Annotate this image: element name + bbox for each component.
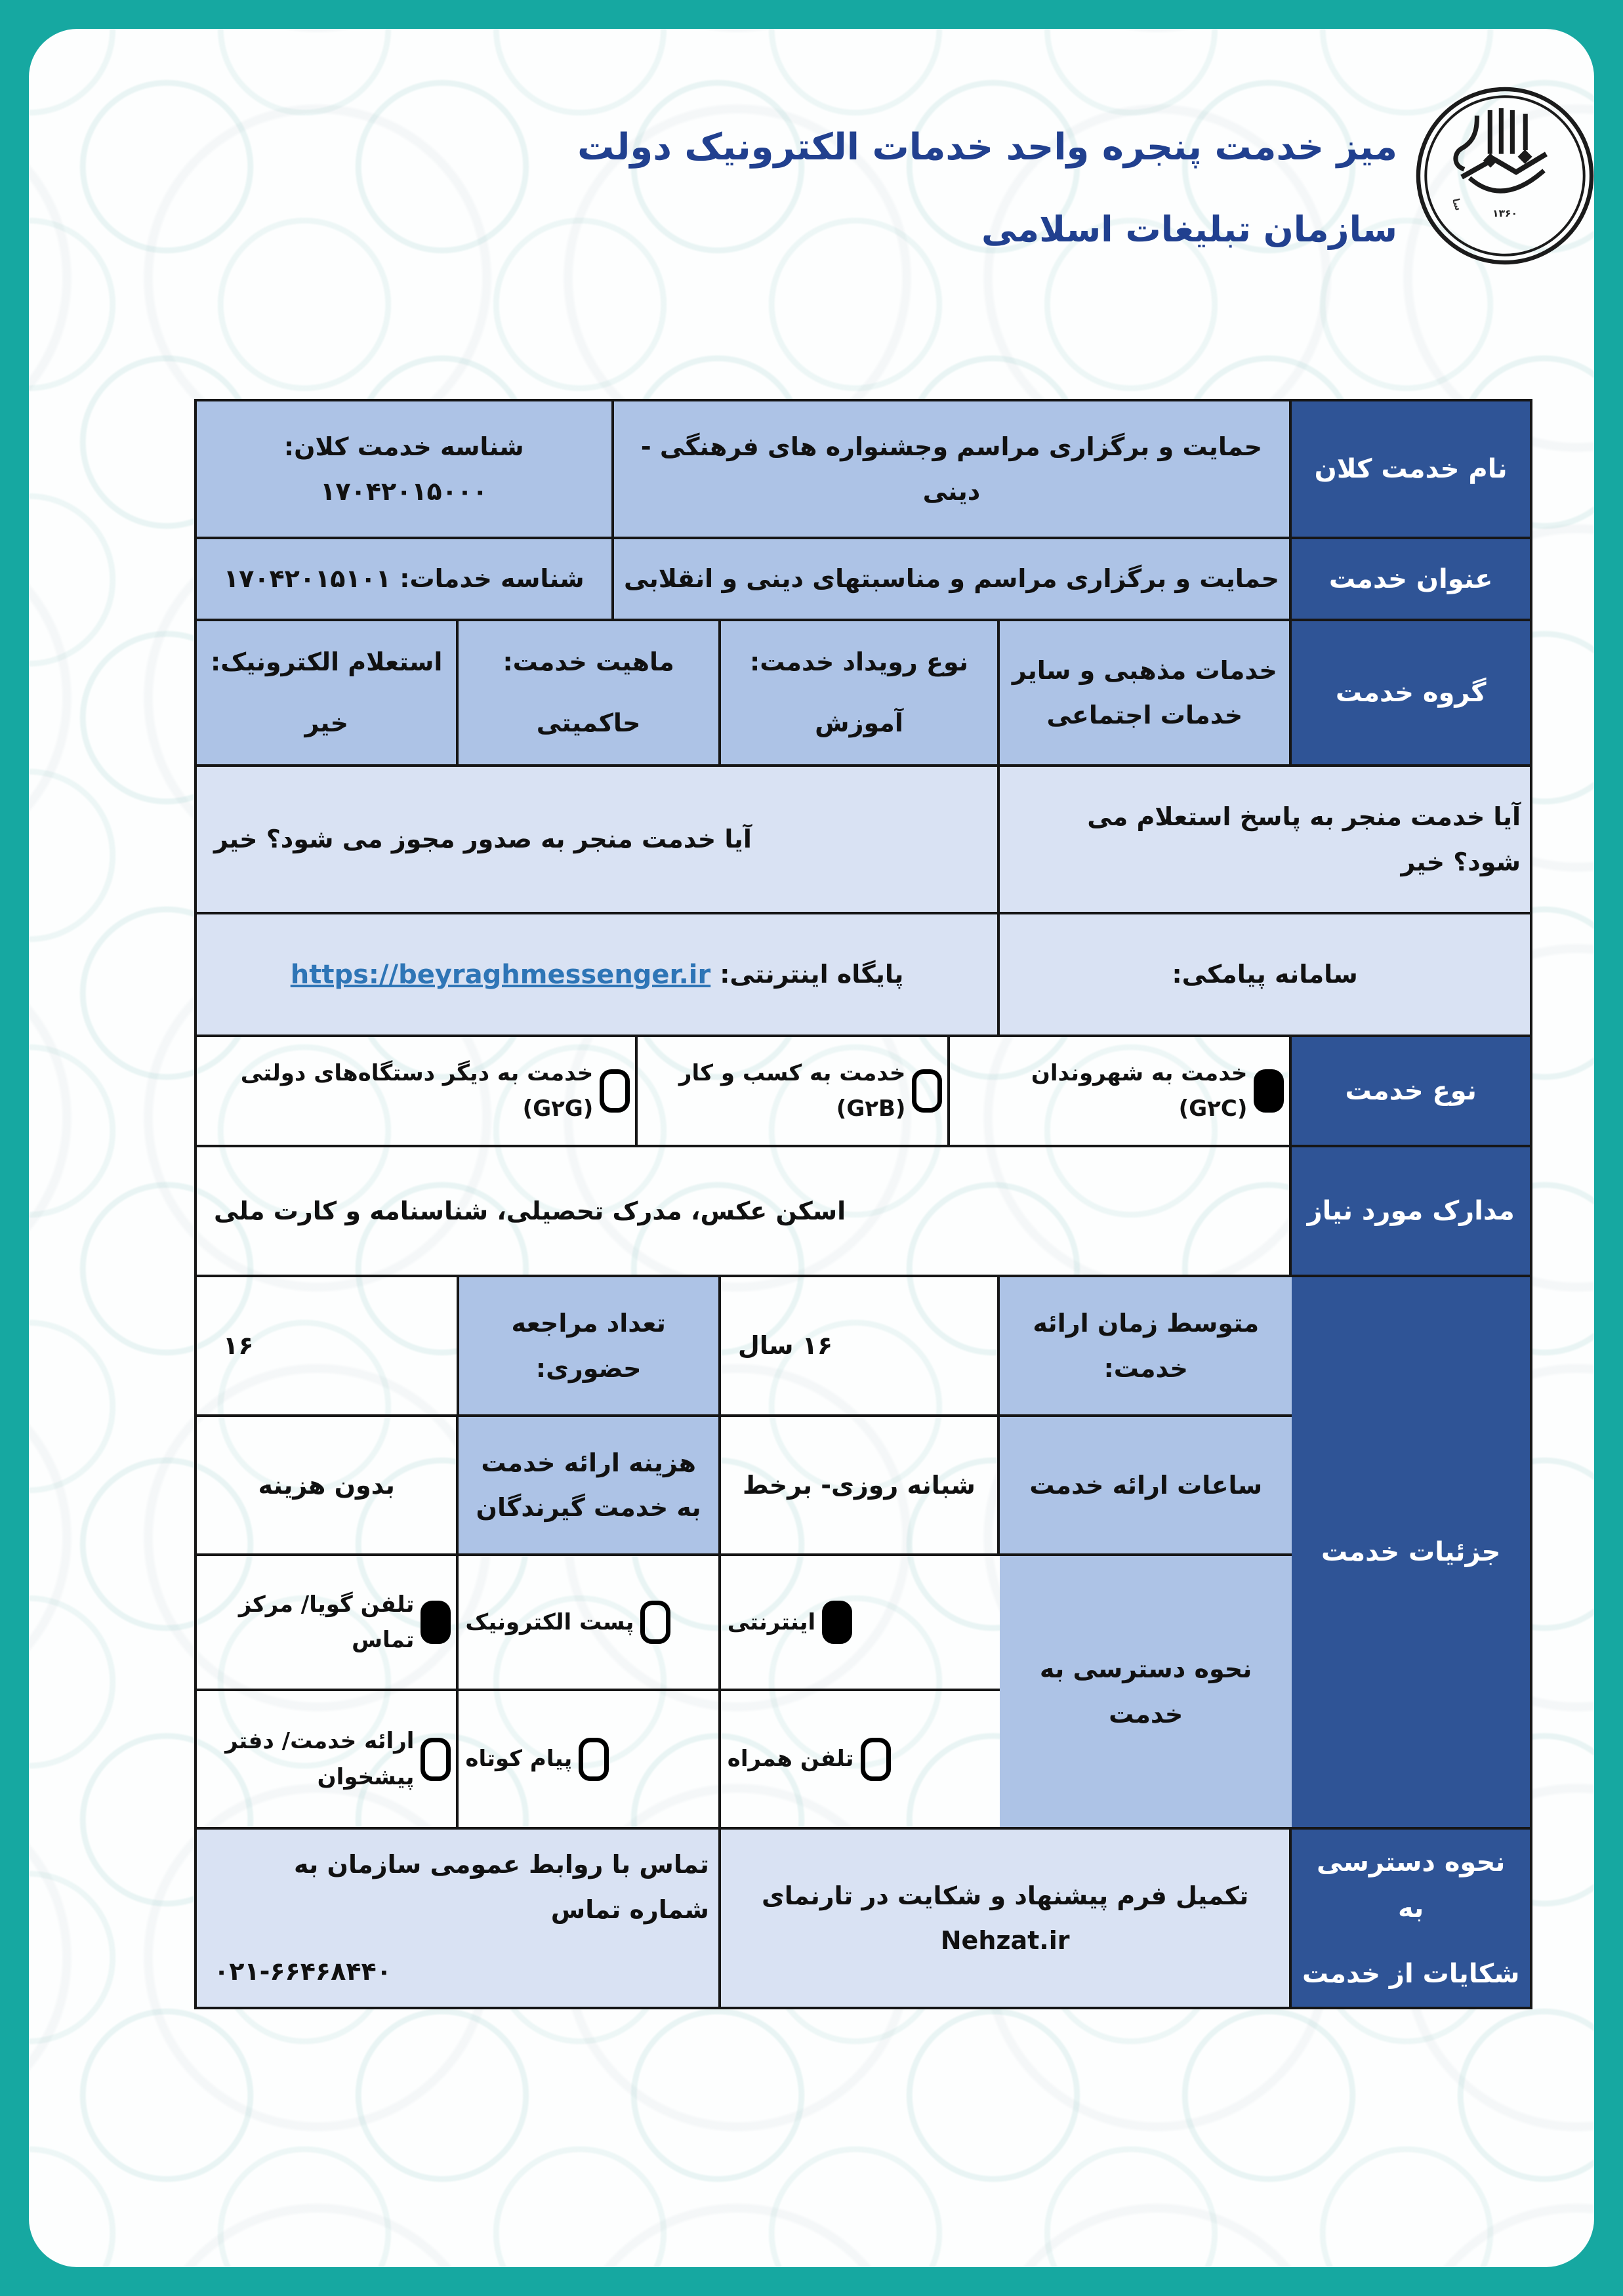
visits-label: تعداد مراجعه حضوری: (459, 1277, 721, 1414)
service-title-id: شناسه خدمات: ۱۷۰۴۲۰۱۵۱۰۱ (196, 539, 614, 619)
documents-value: اسکن عکس، مدرک تحصیلی، شناسنامه و کارت م… (197, 1147, 1292, 1275)
details-row-time: متوسط زمان ارائه خدمت: ۱۶ سال تعداد مراج… (197, 1277, 1292, 1417)
access-option-internet: اینترنتی (721, 1556, 1000, 1689)
service-title-name: حمایت و برگزاری مراسم و مناسبتهای دینی و… (613, 539, 1292, 619)
service-nature-value: حاکمیتی (536, 708, 641, 737)
organization-name: سازمان تبلیغات اسلامی (981, 209, 1398, 250)
service-title-header: عنوان خدمت (1292, 539, 1530, 619)
service-type-option-g2c: خدمت به شهروندان (G۲C) (950, 1037, 1292, 1145)
service-event-value: آموزش (815, 708, 903, 737)
complaints-phone-cell: تماس با روابط عمومی سازمان به شماره تماس… (197, 1830, 721, 2007)
macro-service-id: شناسه خدمت کلان: ۱۷۰۴۲۰۱۵۰۰۰ (196, 401, 614, 537)
sms-checkbox[interactable] (579, 1737, 609, 1781)
inquiry-question: آیا خدمت منجر به پاسخ استعلام می شود؟ خی… (1000, 767, 1530, 912)
email-checkbox[interactable] (640, 1601, 671, 1644)
ivr-checkbox[interactable] (421, 1601, 451, 1644)
row-details: جزئیات خدمت متوسط زمان ارائه خدمت: ۱۶ سا… (197, 1277, 1530, 1830)
hours-value: شبانه روزی- برخط (721, 1417, 1000, 1553)
hours-label: ساعات ارائه خدمت (1000, 1417, 1292, 1553)
details-row-access: نحوه دسترسی به خدمت اینترنتی پست الکترون… (197, 1556, 1292, 1827)
mobile-checkbox[interactable] (860, 1737, 891, 1781)
license-question: آیا خدمت منجر به صدور مجوز می شود؟ خیر (197, 767, 1000, 912)
complaints-header-line1: نحوه دسترسی به (1317, 1847, 1506, 1923)
service-nature-cell: ماهیت خدمت: حاکمیتی (459, 621, 721, 764)
macro-service-header: نام خدمت کلان (1292, 401, 1530, 537)
sms-label: پیام کوتاه (465, 1746, 573, 1773)
g2g-checkbox[interactable] (600, 1069, 630, 1113)
access-label: نحوه دسترسی به خدمت (1000, 1556, 1292, 1827)
access-option-sms: پیام کوتاه (459, 1691, 721, 1827)
avg-time-label: متوسط زمان ارائه خدمت: (1000, 1277, 1292, 1414)
complaints-phone-number: ۰۲۱-۶۶۴۶۸۴۴۰ (214, 1957, 392, 1986)
website-cell: پایگاه اینترنتی: https://beyraghmessenge… (197, 914, 1000, 1035)
row-documents: مدارک مورد نیاز اسکن عکس، مدرک تحصیلی، ش… (197, 1147, 1530, 1277)
row-channels: سامانه پیامکی: پایگاه اینترنتی: https://… (197, 914, 1530, 1037)
g2c-checkbox[interactable] (1254, 1069, 1284, 1113)
complaints-header-line2: شکایات از خدمت (1302, 1959, 1520, 1989)
service-info-table: نام خدمت کلان حمایت و برگزاری مراسم وجشن… (194, 399, 1532, 2009)
row-service-type: نوع خدمت خدمت به شهروندان (G۲C) خدمت به … (197, 1037, 1530, 1147)
logo-year: ۱۳۶۰ (1492, 207, 1517, 219)
mobile-label: تلفن همراه (727, 1746, 854, 1773)
access-option-mobile: تلفن همراه (721, 1691, 1000, 1827)
internet-label: اینترنتی (727, 1609, 816, 1635)
website-label: پایگاه اینترنتی: (720, 960, 904, 989)
ivr-label: تلفن گویا/ مرکز تماس (238, 1591, 415, 1653)
service-event-cell: نوع رویداد خدمت: آموزش (720, 621, 1000, 764)
access-option-ivr: تلفن گویا/ مرکز تماس (197, 1556, 459, 1689)
cost-value: بدون هزینه (197, 1417, 459, 1553)
service-group-category: خدمات مذهبی و سایر خدمات اجتماعی (1000, 621, 1292, 764)
details-row-hours: ساعات ارائه خدمت شبانه روزی- برخط هزینه … (197, 1417, 1292, 1556)
service-nature-label: ماهیت خدمت: (503, 647, 674, 676)
row-service-title: عنوان خدمت حمایت و برگزاری مراسم و مناسب… (196, 539, 1530, 621)
g2c-label: خدمت به شهروندان (G۲C) (1031, 1059, 1248, 1122)
complaints-header: نحوه دسترسی به شکایات از خدمت (1292, 1830, 1530, 2007)
service-type-option-g2b: خدمت به کسب و کار (G۲B) (638, 1037, 951, 1145)
details-header: جزئیات خدمت (1292, 1277, 1530, 1827)
email-label: پست الکترونیک (465, 1609, 634, 1635)
macro-service-name: حمایت و برگزاری مراسم وجشنواره های فرهنگ… (613, 401, 1292, 537)
complaints-phone-text: تماس با روابط عمومی سازمان به شماره تماس (293, 1850, 709, 1924)
electronic-inquiry-cell: استعلام الکترونیک: خیر (196, 621, 459, 764)
details-subtable: متوسط زمان ارائه خدمت: ۱۶ سال تعداد مراج… (197, 1277, 1292, 1827)
row-macro-service: نام خدمت کلان حمایت و برگزاری مراسم وجشن… (196, 401, 1530, 539)
complaints-online: تکمیل فرم پیشنهاد و شکایت در تارنمای Neh… (720, 1830, 1292, 2007)
documents-header: مدارک مورد نیاز (1292, 1147, 1530, 1275)
avg-time-value: ۱۶ سال (721, 1277, 1000, 1414)
g2b-checkbox[interactable] (912, 1069, 943, 1113)
page-title: میز خدمت پنجره واحد خدمات الکترونیک دولت (577, 126, 1398, 169)
website-link[interactable]: https://beyraghmessenger.ir (290, 959, 711, 990)
row-questions: آیا خدمت منجر به پاسخ استعلام می شود؟ خی… (197, 767, 1530, 914)
internet-checkbox[interactable] (822, 1601, 853, 1644)
row-complaints: نحوه دسترسی به شکایات از خدمت تکمیل فرم … (197, 1830, 1530, 2007)
electronic-inquiry-value: خیر (304, 708, 348, 737)
visits-value: ۱۶ (197, 1277, 459, 1414)
g2g-label: خدمت به دیگر دستگاه‌های دولتی (G۲G) (240, 1059, 594, 1122)
service-event-label: نوع رویداد خدمت: (750, 647, 969, 676)
service-type-header: نوع خدمت (1292, 1037, 1530, 1145)
service-type-option-g2g: خدمت به دیگر دستگاه‌های دولتی (G۲G) (197, 1037, 638, 1145)
organization-logo: ۱۳۶۰ سازمان تبلیغات اسلامی (1407, 75, 1598, 269)
access-options-grid: اینترنتی پست الکترونیک تلفن گویا/ مرکز ت… (197, 1556, 1000, 1827)
sms-system-label: سامانه پیامکی: (1000, 914, 1530, 1035)
access-option-email: پست الکترونیک (459, 1556, 721, 1689)
counter-label: ارائه خدمت/ دفتر پیشخوان (225, 1728, 415, 1790)
electronic-inquiry-label: استعلام الکترونیک: (211, 647, 443, 676)
service-group-header: گروه خدمت (1292, 621, 1530, 764)
row-service-group: گروه خدمت خدمات مذهبی و سایر خدمات اجتما… (196, 621, 1530, 767)
access-option-counter: ارائه خدمت/ دفتر پیشخوان (197, 1691, 459, 1827)
cost-label: هزینه ارائه خدمت به خدمت گیرندگان (459, 1417, 721, 1553)
g2b-label: خدمت به کسب و کار (G۲B) (678, 1059, 906, 1122)
counter-checkbox[interactable] (421, 1737, 451, 1781)
